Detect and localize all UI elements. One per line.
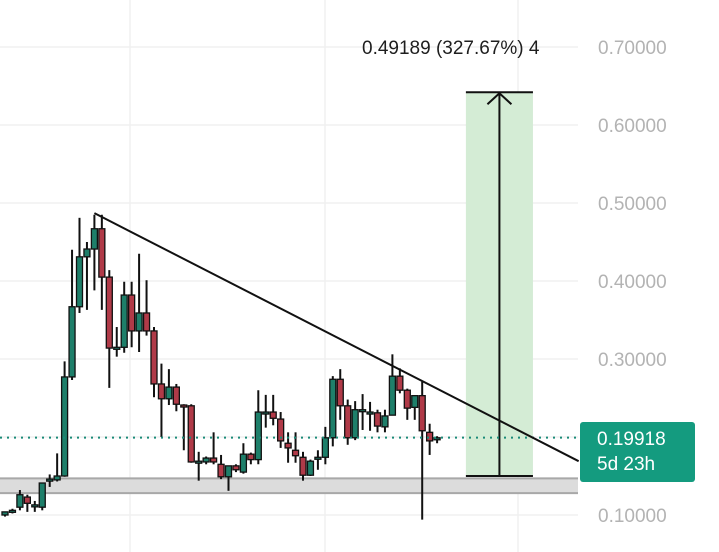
candle-up bbox=[254, 411, 262, 461]
arrow-up-icon bbox=[486, 91, 513, 105]
candle-up bbox=[75, 256, 84, 308]
candle-up bbox=[135, 312, 143, 332]
candle-up bbox=[8, 509, 17, 513]
candle-up bbox=[16, 494, 24, 508]
measure-label: 0.49189 (327.67%) 4 bbox=[362, 38, 540, 59]
candle-down bbox=[157, 383, 166, 400]
candle-down bbox=[344, 405, 352, 439]
candle-down bbox=[269, 411, 277, 419]
price-tick-label: 0.50000 bbox=[598, 194, 667, 215]
candle-down bbox=[276, 418, 285, 442]
long-position-tool[interactable] bbox=[465, 91, 533, 477]
price-tick-label: 0.30000 bbox=[598, 350, 667, 371]
candle-down bbox=[403, 389, 411, 409]
price-tick-label: 0.70000 bbox=[598, 38, 667, 59]
candle-up bbox=[60, 376, 69, 477]
candle-down bbox=[217, 463, 225, 478]
candle-down bbox=[142, 312, 151, 332]
candle-down bbox=[373, 412, 382, 427]
candle-up bbox=[239, 453, 248, 473]
candle-up bbox=[262, 411, 270, 415]
candle-down bbox=[172, 386, 181, 405]
price-tick-label: 0.40000 bbox=[598, 272, 667, 293]
candle-down bbox=[247, 453, 255, 461]
candle-down bbox=[299, 456, 307, 476]
candle-up bbox=[358, 409, 367, 413]
candle-down bbox=[232, 465, 240, 471]
candle-up bbox=[90, 228, 99, 250]
candle-down bbox=[418, 395, 426, 432]
candle-up bbox=[433, 437, 441, 441]
candle-down bbox=[284, 442, 292, 449]
candle-down bbox=[425, 431, 434, 442]
candle-down bbox=[105, 276, 113, 349]
candle-up bbox=[1, 511, 9, 516]
candle-up bbox=[38, 482, 46, 508]
candle-up bbox=[366, 411, 374, 415]
candle-up bbox=[306, 460, 315, 476]
candle-down bbox=[150, 330, 158, 385]
price-tick-label: 0.10000 bbox=[598, 506, 667, 527]
last-price-tag: 0.19918 5d 23h bbox=[580, 422, 695, 482]
candle-up bbox=[381, 415, 389, 428]
candle-up bbox=[321, 437, 330, 458]
support-zone bbox=[0, 477, 578, 495]
candle-up bbox=[68, 306, 76, 378]
candle-down bbox=[336, 378, 344, 407]
candle-up bbox=[53, 475, 61, 481]
support-zone-fill bbox=[0, 478, 578, 494]
candles bbox=[1, 214, 441, 520]
candle-down bbox=[98, 228, 106, 278]
candle-up bbox=[46, 478, 54, 482]
price-axis[interactable]: 0.70000 0.60000 0.50000 0.40000 0.30000 0.100… bbox=[598, 38, 667, 527]
candle-up bbox=[388, 375, 397, 416]
candle-down bbox=[180, 404, 188, 408]
candle-up bbox=[351, 409, 359, 439]
candle-up bbox=[411, 395, 419, 409]
candle-up bbox=[314, 456, 322, 460]
candle-down bbox=[23, 496, 32, 504]
last-price-value: 0.19918 bbox=[597, 429, 666, 450]
candle-up bbox=[329, 378, 337, 439]
candle-up bbox=[120, 294, 128, 348]
trendline bbox=[93, 212, 580, 463]
candle-up bbox=[224, 465, 233, 478]
candle-up bbox=[195, 460, 203, 464]
candle-up bbox=[83, 248, 91, 258]
candle-down bbox=[396, 375, 404, 391]
drawings bbox=[0, 212, 580, 463]
candle-down bbox=[187, 405, 195, 463]
bar-countdown: 5d 23h bbox=[597, 454, 656, 475]
candle-down bbox=[209, 457, 218, 463]
candle-down bbox=[127, 294, 136, 332]
candle-up bbox=[31, 504, 39, 508]
candle-up bbox=[113, 346, 121, 350]
candle-up bbox=[202, 457, 210, 463]
price-tick-label: 0.60000 bbox=[598, 116, 667, 137]
candle-down bbox=[291, 449, 300, 457]
candle-up bbox=[165, 386, 173, 400]
